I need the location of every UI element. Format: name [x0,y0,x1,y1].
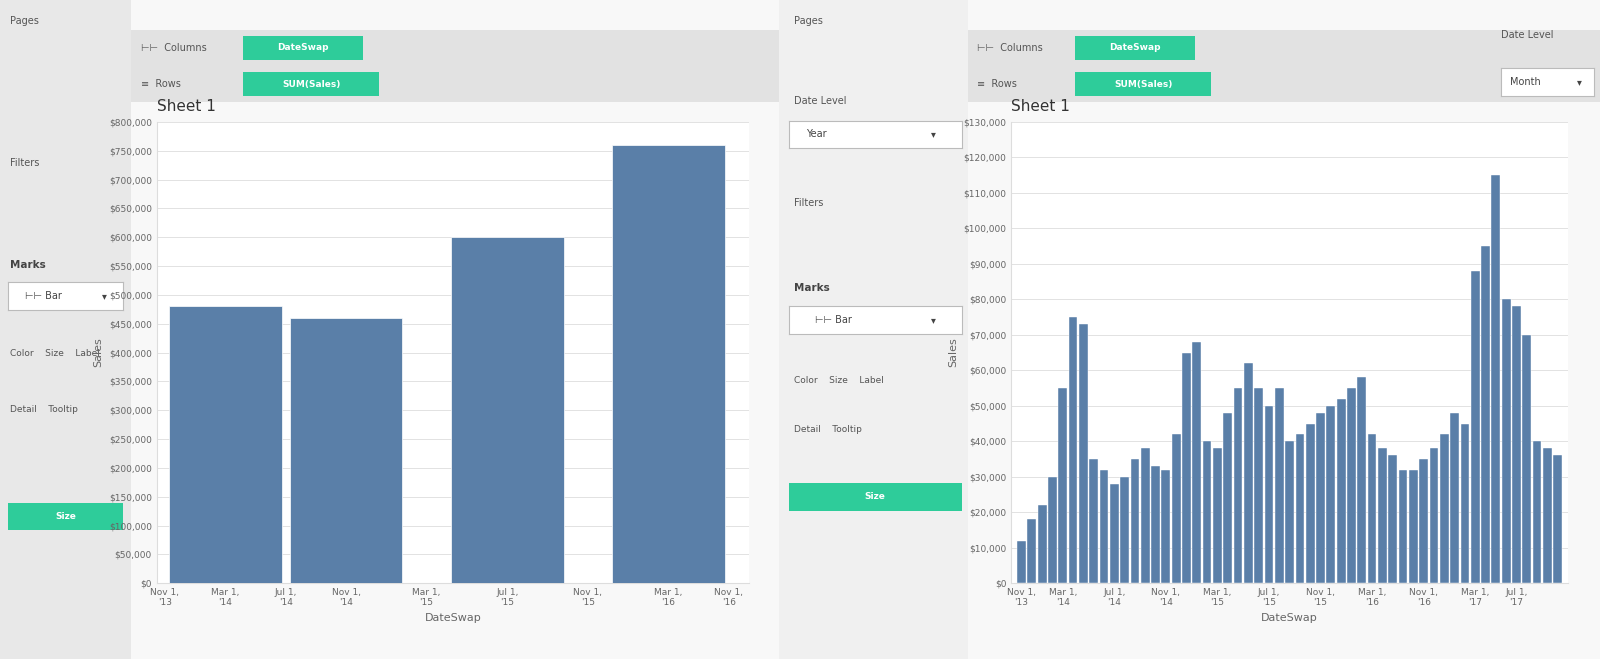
Bar [1378,448,1387,583]
Bar [1440,434,1448,583]
Bar [1389,455,1397,583]
Bar [1326,406,1336,583]
Bar [1234,388,1243,583]
Bar [1491,175,1501,583]
Bar [1048,476,1058,583]
X-axis label: DateSwap: DateSwap [1261,613,1318,623]
Bar [1347,388,1355,583]
Bar [1368,434,1376,583]
Bar [290,318,403,583]
Text: ▾: ▾ [1578,76,1582,87]
Bar [1243,363,1253,583]
Text: Marks: Marks [11,260,46,270]
Bar [1398,470,1408,583]
Bar [1419,459,1429,583]
Bar [1533,442,1541,583]
Text: ⊢⊢  Columns: ⊢⊢ Columns [978,43,1043,53]
Bar [1099,470,1109,583]
Bar [1213,448,1222,583]
Text: Size: Size [54,512,77,521]
Bar [1410,470,1418,583]
Text: Detail    Tooltip: Detail Tooltip [794,425,862,434]
Bar [1018,540,1026,583]
Bar [1090,459,1098,583]
Text: Date Level: Date Level [794,96,846,105]
Bar [1522,335,1531,583]
Bar [1554,455,1562,583]
Text: ≡  Rows: ≡ Rows [978,79,1018,89]
Y-axis label: Sales: Sales [947,337,958,368]
Bar [1078,324,1088,583]
Bar [1110,484,1118,583]
Bar [1069,317,1077,583]
Text: Filters: Filters [11,158,40,168]
Bar [1482,246,1490,583]
Text: ▾: ▾ [931,315,936,326]
Bar [1120,476,1130,583]
Text: Sheet 1: Sheet 1 [157,99,216,114]
Text: SUM(Sales): SUM(Sales) [282,80,341,88]
Bar [1512,306,1522,583]
Bar [1038,505,1046,583]
Bar [1470,271,1480,583]
Bar [1357,378,1366,583]
Text: Filters: Filters [794,198,824,208]
Bar [1275,388,1283,583]
Bar [1131,459,1139,583]
Bar [170,306,282,583]
Bar [1254,388,1262,583]
Bar [1192,342,1202,583]
Text: Color    Size    Label: Color Size Label [794,376,885,385]
Text: ≡  Rows: ≡ Rows [141,79,181,89]
Bar [451,237,563,583]
Bar [611,145,725,583]
Bar [1171,434,1181,583]
Bar [1264,406,1274,583]
Text: Size: Size [864,492,886,501]
Bar [1336,399,1346,583]
Text: Detail    Tooltip: Detail Tooltip [11,405,78,415]
Text: DateSwap: DateSwap [1109,43,1162,52]
Bar [1027,519,1037,583]
Text: DateSwap: DateSwap [277,43,330,52]
X-axis label: DateSwap: DateSwap [424,613,482,623]
Text: Year: Year [806,129,827,140]
Text: ⊢⊢ Bar: ⊢⊢ Bar [26,291,62,301]
Bar [1203,442,1211,583]
Text: ▾: ▾ [931,129,936,140]
Bar [1306,424,1315,583]
Text: ▾: ▾ [102,291,107,301]
Bar [1182,353,1190,583]
Text: SUM(Sales): SUM(Sales) [1114,80,1173,88]
Text: Month: Month [1510,76,1541,87]
Bar [1224,413,1232,583]
Text: Sheet 1: Sheet 1 [1011,99,1070,114]
Bar [1429,448,1438,583]
Bar [1285,442,1294,583]
Text: Pages: Pages [11,16,40,26]
Bar [1162,470,1170,583]
Text: Date Level: Date Level [1501,30,1554,40]
Bar [1141,448,1150,583]
Bar [1461,424,1469,583]
Y-axis label: Sales: Sales [93,337,104,368]
Text: ⊢⊢ Bar: ⊢⊢ Bar [814,315,851,326]
Bar [1502,299,1510,583]
Bar [1450,413,1459,583]
Bar [1150,466,1160,583]
Bar [1542,448,1552,583]
Bar [1058,388,1067,583]
Text: Marks: Marks [794,283,830,293]
Text: Color    Size    Label: Color Size Label [11,349,101,358]
Bar [1317,413,1325,583]
Bar [1296,434,1304,583]
Text: Pages: Pages [794,16,822,26]
Text: ⊢⊢  Columns: ⊢⊢ Columns [141,43,206,53]
